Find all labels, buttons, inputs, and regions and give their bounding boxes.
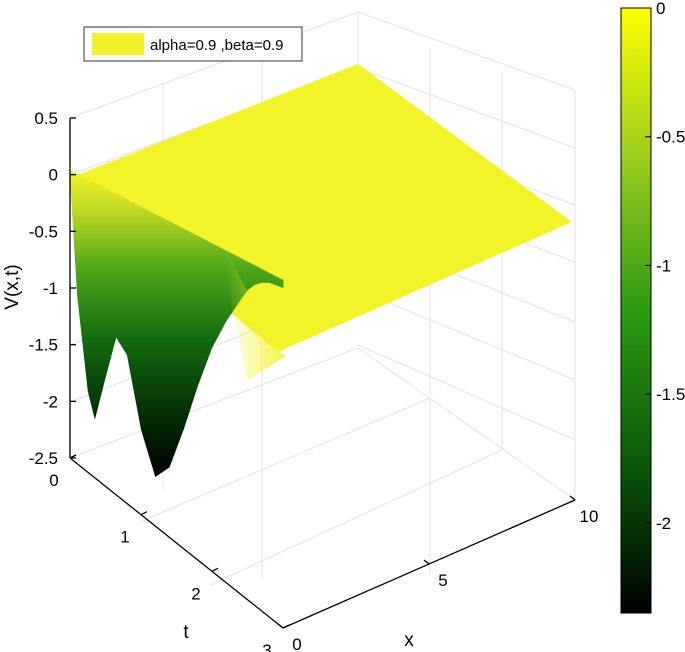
z-axis-label: V(x,t)	[2, 264, 23, 309]
x-tick-label: 5	[438, 571, 447, 590]
colorbar-tick-label: 0	[656, 0, 665, 18]
t-tick-mark	[69, 454, 77, 459]
x-tick-label: 0	[292, 635, 301, 652]
z-axis-ticks: 0.5 0 -0.5 -1 -1.5 -2 -2.5	[29, 109, 76, 468]
t-tick-mark	[211, 567, 219, 572]
z-tick-label: -2.5	[29, 449, 58, 468]
t-tick-label: 2	[191, 584, 200, 603]
x-axis-label: x	[404, 630, 414, 651]
legend-swatch	[92, 33, 144, 55]
z-tick-label: 0	[49, 166, 58, 185]
t-tick-label: 1	[120, 528, 129, 547]
x-axis-ticks: 0 5 10	[277, 495, 599, 652]
colorbar-tick-label: -1.5	[656, 385, 685, 404]
colorbar-ticks: 0 -0.5 -1 -1.5 -2	[645, 0, 685, 533]
colorbar-tick-label: -0.5	[656, 128, 685, 147]
colorbar: 0 -0.5 -1 -1.5 -2	[620, 0, 685, 614]
surface-front-face	[70, 170, 284, 477]
legend-label: alpha=0.9 ,beta=0.9	[150, 37, 283, 54]
z-tick-label: -2	[43, 392, 58, 411]
z-tick-label: 0.5	[34, 109, 58, 128]
colorbar-gradient	[620, 7, 652, 614]
legend: alpha=0.9 ,beta=0.9	[83, 26, 303, 62]
t-axis-ticks: 0 1 2 3	[49, 454, 290, 652]
t-tick-mark	[282, 624, 290, 629]
z-tick-label: -1.5	[29, 336, 58, 355]
colorbar-tick-label: -2	[656, 514, 671, 533]
z-tick-label: -0.5	[29, 222, 58, 241]
axes: 0.5 0 -0.5 -1 -1.5 -2 -2.5 0 1 2 3 0 5 10	[29, 109, 599, 652]
t-tick-mark	[140, 511, 148, 516]
x-tick-mark	[277, 623, 284, 629]
t-tick-label: 3	[262, 641, 271, 652]
t-axis-label: t	[183, 622, 189, 643]
colorbar-tick-label: -1	[656, 256, 671, 275]
x-tick-mark	[569, 495, 576, 501]
z-tick-label: -1	[43, 279, 58, 298]
x-tick-label: 10	[580, 507, 599, 526]
surface-transition	[226, 250, 286, 380]
t-tick-label: 0	[49, 471, 58, 490]
x-tick-mark	[423, 559, 430, 565]
